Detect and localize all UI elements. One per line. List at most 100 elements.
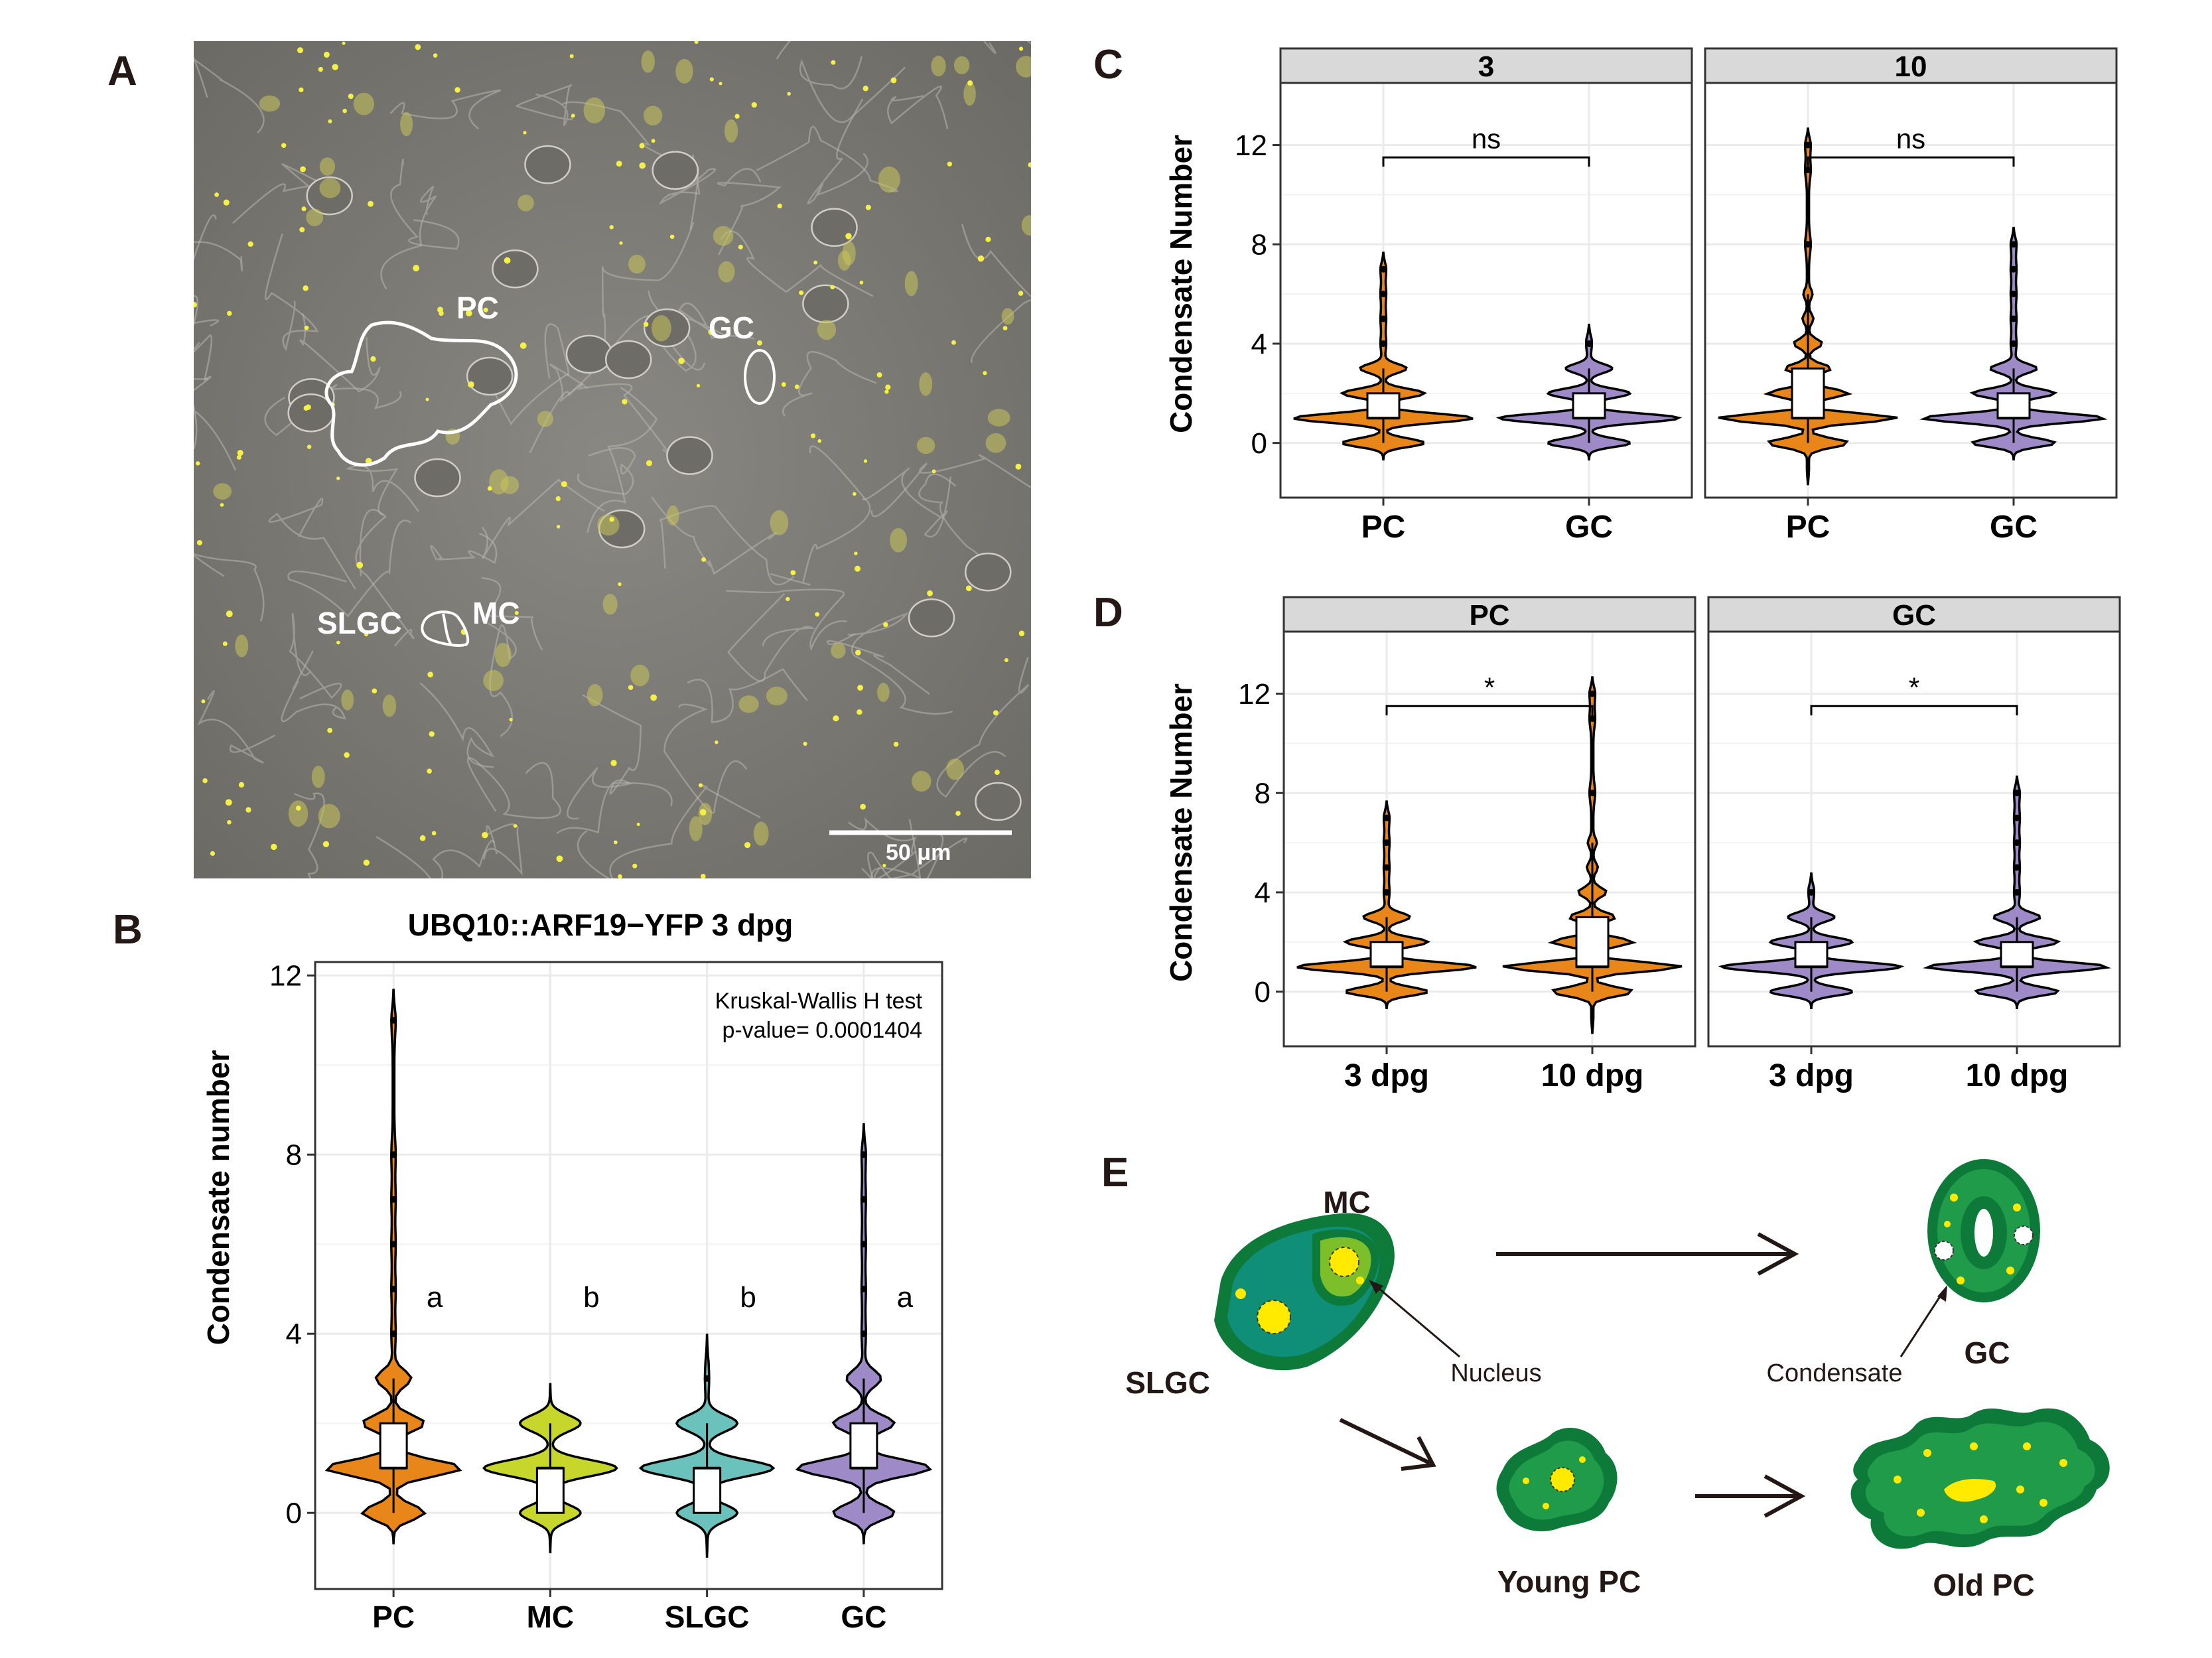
cell-wall: [862, 467, 951, 538]
cell-wall: [983, 41, 1031, 54]
chart-d-ylabel: Condensate Number: [1164, 683, 1198, 982]
outlier-point: [860, 1285, 867, 1292]
condensate-dot: [813, 260, 818, 265]
cell-wall: [281, 650, 346, 723]
nucleus-spot: [587, 683, 603, 707]
facet-strip-label: 3: [1478, 50, 1494, 83]
condensate-dot: [947, 161, 952, 167]
nucleus-spot: [319, 178, 341, 198]
plot-background: [315, 962, 942, 1589]
condensate-dot: [433, 53, 438, 58]
x-tick-label: GC: [841, 1600, 886, 1634]
nucleus-spot: [904, 271, 918, 297]
cell-wall: [355, 509, 415, 647]
cell-wall: [287, 519, 412, 618]
y-tick-label: 4: [1251, 328, 1267, 360]
violin-3-dpg: [1296, 800, 1477, 1010]
nucleus-spot: [946, 758, 964, 780]
stoma: [492, 249, 539, 289]
significance-bracket: [1385, 705, 1594, 716]
outlier-point: [860, 1196, 867, 1203]
label-slgc: SLGC: [1125, 1365, 1210, 1400]
significance-label: *: [1484, 671, 1495, 703]
condensate-dot: [483, 307, 488, 312]
condensate-dot: [738, 244, 743, 249]
cell-wall: [264, 383, 402, 437]
cell-wall: [466, 757, 561, 819]
nucleus-spot: [724, 119, 738, 143]
arrow-to-young-pc: [1339, 1418, 1431, 1465]
x-tick-label: MC: [527, 1600, 575, 1634]
cell-wall: [770, 445, 871, 586]
nucleus-spot: [890, 527, 907, 553]
mc-nucleus: [1329, 1247, 1359, 1277]
significance-letter: a: [427, 1281, 443, 1314]
cell-wall: [687, 667, 808, 723]
cell-wall: [577, 447, 636, 496]
condensate-dot: [632, 863, 638, 868]
box: [1366, 392, 1401, 419]
label-old-pc: Old PC: [1933, 1568, 2034, 1602]
outlier-point: [2010, 315, 2017, 322]
scale-bar-label: 50 μm: [886, 840, 951, 865]
nucleus-spot: [1016, 56, 1031, 78]
nucleus-spot: [931, 56, 946, 77]
condensate-dot: [817, 439, 822, 443]
condensate-dot: [622, 399, 628, 405]
box: [535, 1467, 565, 1514]
facet-strip: [1707, 596, 2121, 633]
condensate-dot: [932, 469, 936, 474]
condensate-dot: [639, 143, 645, 149]
chart-b-annotation-line2: p-value= 0.0001404: [722, 1018, 922, 1043]
outlier-point: [1383, 888, 1390, 896]
nucleus-spot: [597, 514, 620, 536]
condensate-dot: [628, 685, 634, 690]
box: [2000, 941, 2034, 968]
outlier-point: [860, 1241, 867, 1248]
x-tick-label: 10 dpg: [1966, 1058, 2069, 1093]
condensate-dot: [1018, 630, 1025, 636]
condensate-dot: [651, 139, 656, 143]
condensate-dot: [236, 454, 242, 460]
condensate-dot: [951, 340, 956, 345]
condensate-dot: [223, 199, 230, 206]
cell-wall: [483, 823, 523, 876]
cell-wall: [481, 577, 543, 651]
significance-bracket: [1382, 156, 1590, 167]
y-tick-label: 0: [1251, 427, 1267, 460]
significance-bracket: [1810, 705, 2018, 716]
plot-background: [1705, 83, 2116, 498]
outlier-point: [2014, 814, 2020, 821]
condensate-dot: [865, 204, 871, 210]
cell-wall: [799, 56, 906, 123]
facet-strip: [1279, 47, 1693, 84]
nucleus-spot: [341, 689, 354, 711]
nucleus-spot: [1001, 308, 1014, 325]
condensate-dot: [882, 863, 886, 868]
cell-wall: [587, 386, 658, 533]
slgc-nucleus: [1257, 1300, 1291, 1334]
cell-wall: [197, 690, 276, 764]
y-tick-label: 8: [286, 1139, 302, 1172]
pc-cell-outline: [324, 320, 518, 467]
panel-letter-d: D: [1093, 590, 1123, 636]
micrograph-background: [194, 41, 1031, 878]
condensate-dot: [883, 622, 888, 628]
condensate-dot: [744, 842, 751, 849]
slgc-mc-outline: [421, 610, 470, 647]
stoma: [524, 145, 571, 184]
condensate-dot: [854, 551, 858, 555]
condensate-dot: [454, 87, 460, 93]
panel: 0 4 8 12 PC GC 3 ns: [1235, 47, 1693, 545]
y-tick-label: 12: [269, 960, 302, 993]
panel: 0 4 8 12 3 dpg 10 dpg PC *: [1238, 596, 1696, 1093]
condensate-dot: [830, 285, 835, 290]
x-tick-label: GC: [1565, 510, 1613, 545]
condensate-dot: [701, 557, 707, 562]
cell-wall: [289, 612, 342, 700]
nucleus-spot: [641, 50, 655, 73]
condensate-dot: [1015, 463, 1022, 470]
chart-b-annotation-line1: Kruskal-Wallis H test: [715, 989, 923, 1014]
x-tick-label: PC: [372, 1600, 415, 1634]
cell-wall: [663, 703, 748, 814]
